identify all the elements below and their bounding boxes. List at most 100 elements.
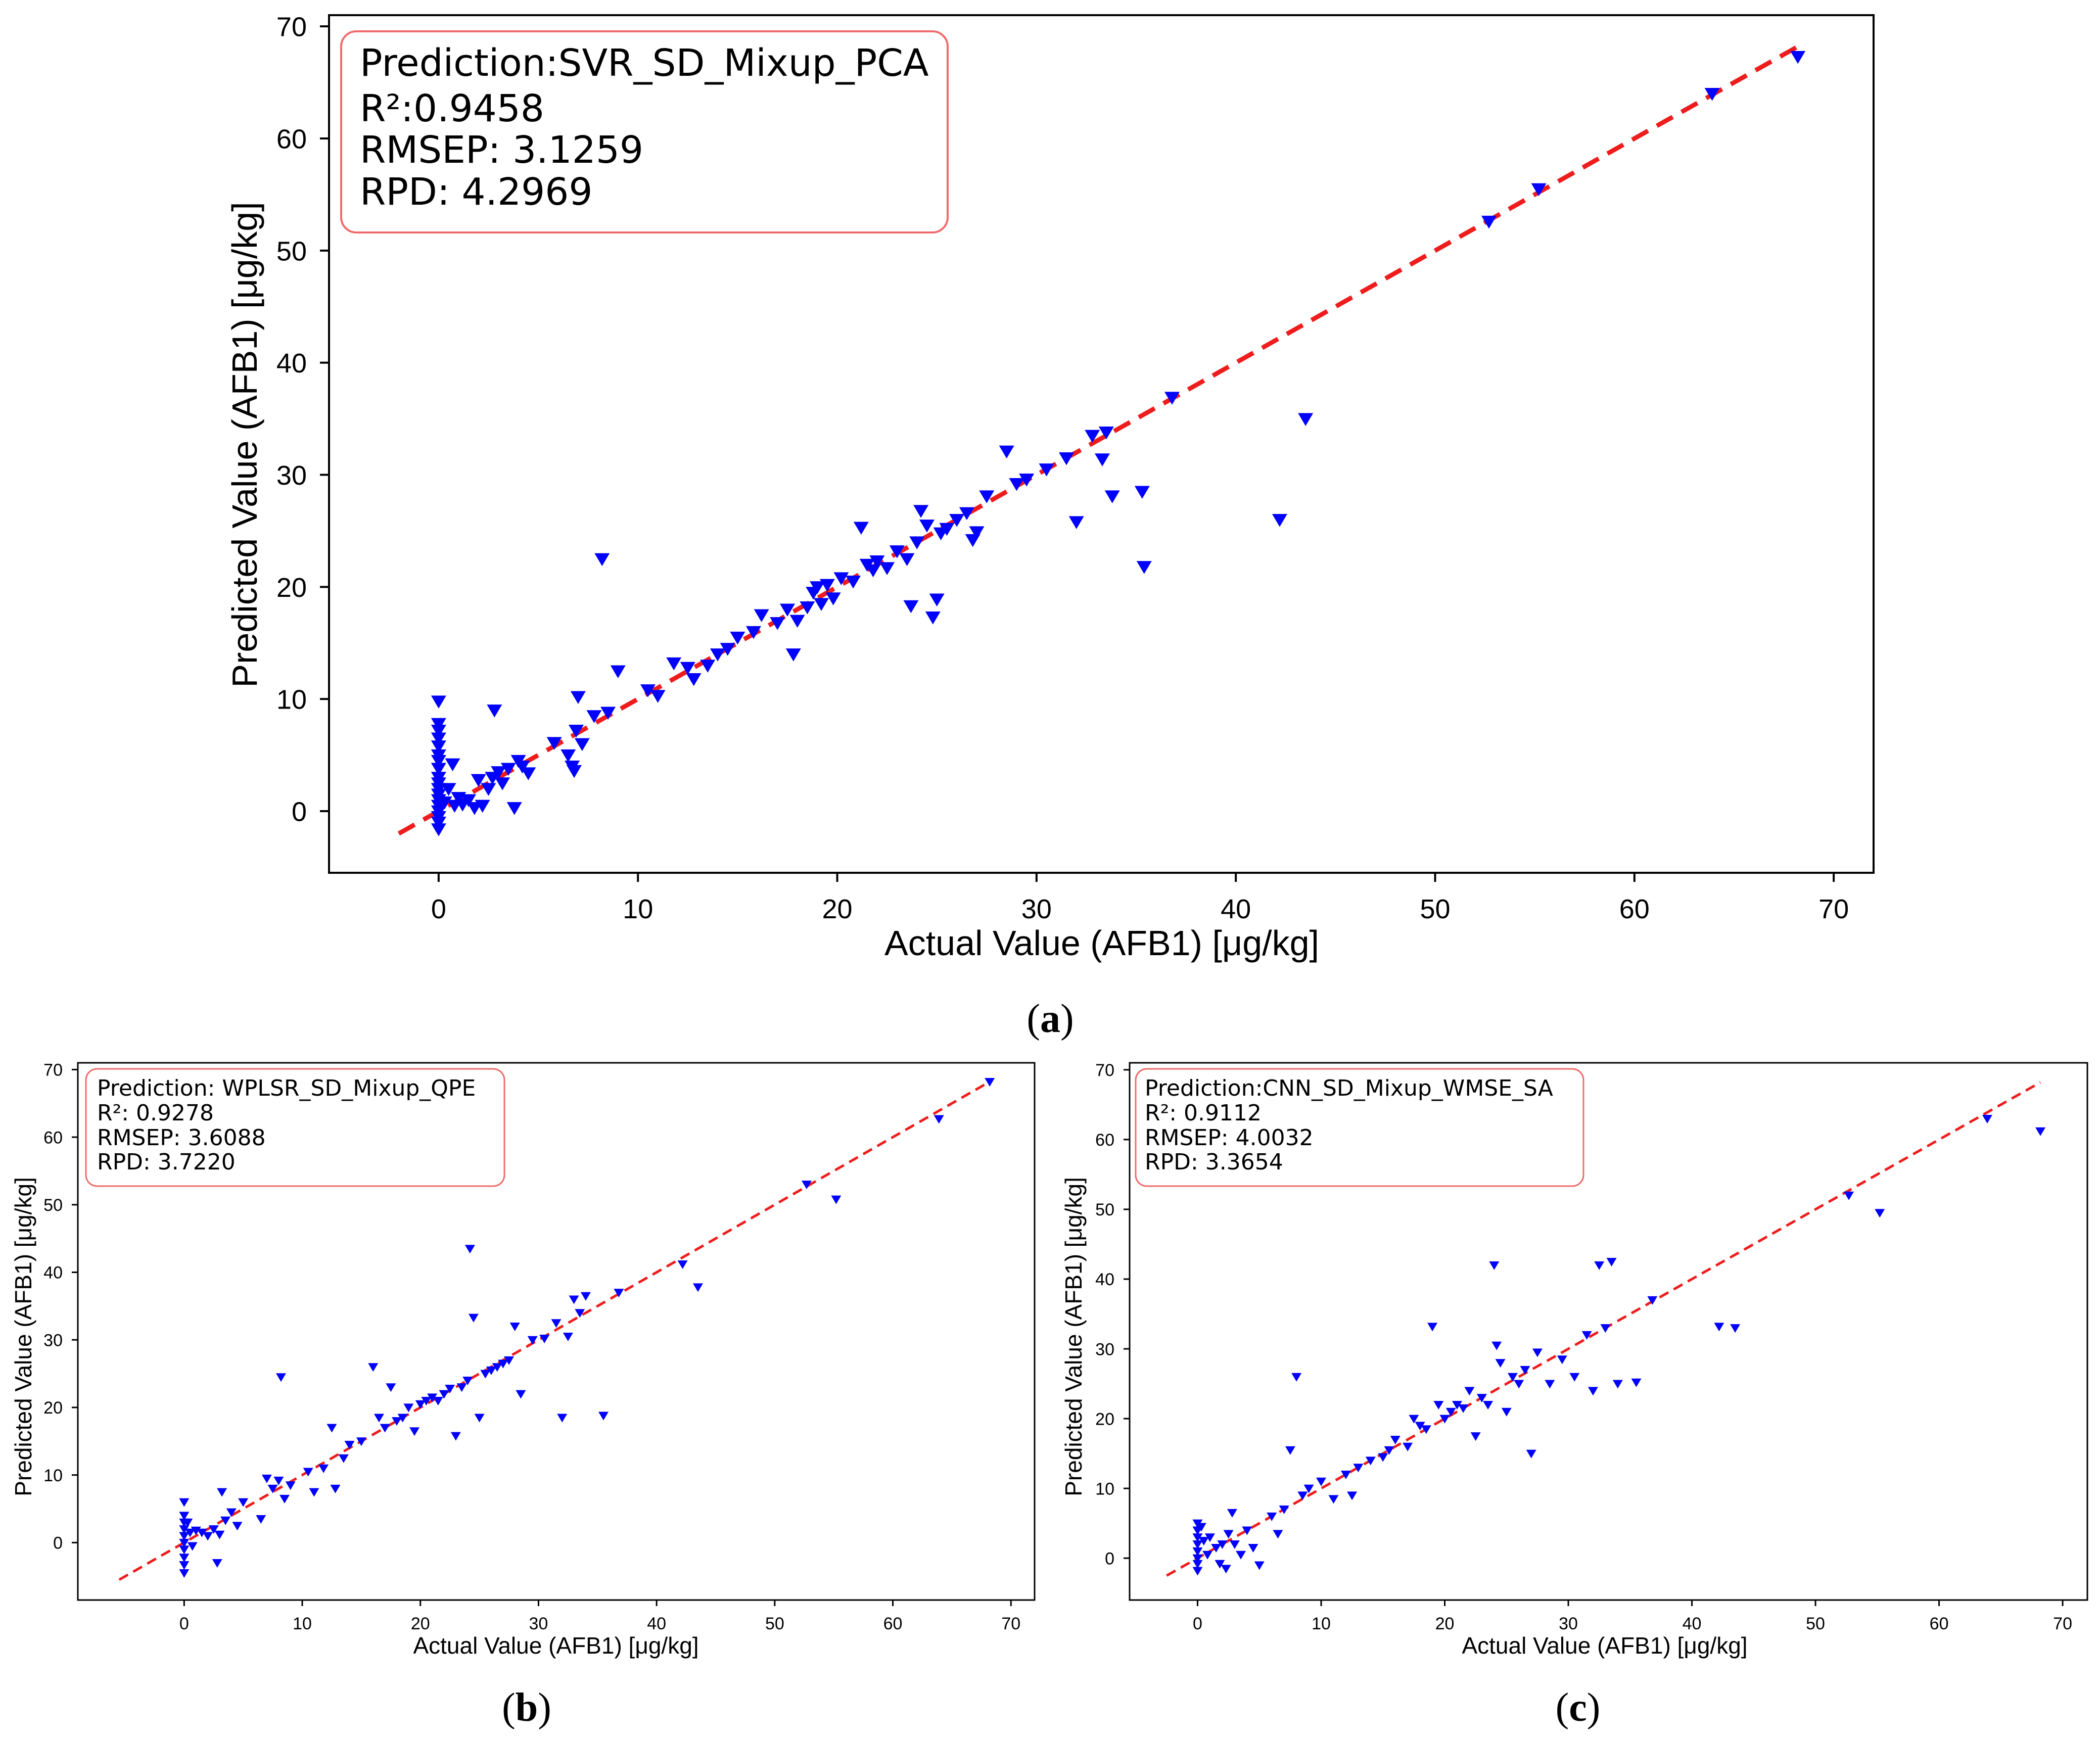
data-point-a bbox=[913, 505, 929, 518]
stats-r2-a: R²:0.9458 bbox=[360, 87, 544, 130]
data-point-a bbox=[819, 579, 835, 592]
y-tick-label-b: 30 bbox=[43, 1331, 63, 1350]
panel-letter-a: a bbox=[1040, 997, 1060, 1041]
data-point-a bbox=[570, 691, 586, 704]
y-tick-label-c: 0 bbox=[1105, 1549, 1114, 1568]
x-tick-label-a: 20 bbox=[822, 894, 852, 924]
data-point-b bbox=[569, 1295, 579, 1304]
data-point-c bbox=[1631, 1378, 1642, 1387]
data-point-b bbox=[421, 1397, 432, 1406]
data-point-c bbox=[1545, 1380, 1555, 1389]
data-point-c bbox=[1215, 1560, 1225, 1569]
data-point-b bbox=[498, 1359, 508, 1369]
x-tick-label-b: 30 bbox=[529, 1614, 548, 1633]
data-point-c bbox=[1267, 1512, 1277, 1521]
panel-caption-a: (a) bbox=[1026, 997, 1074, 1041]
data-point-a bbox=[1068, 516, 1084, 529]
y-tick-label-c: 60 bbox=[1095, 1131, 1114, 1150]
data-point-a bbox=[1704, 88, 1720, 101]
data-point-c bbox=[1415, 1422, 1425, 1431]
data-point-a bbox=[879, 562, 895, 575]
data-point-c bbox=[1227, 1509, 1237, 1518]
data-point-a bbox=[441, 783, 456, 796]
data-point-a bbox=[431, 816, 446, 830]
data-point-c bbox=[1254, 1561, 1265, 1570]
data-point-a bbox=[640, 684, 656, 697]
x-tick-label-b: 60 bbox=[883, 1614, 903, 1633]
data-points-c bbox=[1192, 1114, 2046, 1576]
data-point-b bbox=[563, 1333, 573, 1342]
data-point-a bbox=[546, 737, 562, 750]
x-tick-label-a: 60 bbox=[1619, 894, 1650, 924]
data-point-a bbox=[431, 763, 446, 776]
data-point-b bbox=[226, 1508, 237, 1517]
data-point-a bbox=[475, 800, 490, 813]
data-point-c bbox=[1730, 1324, 1741, 1333]
data-point-a bbox=[650, 690, 666, 703]
data-point-b bbox=[179, 1561, 190, 1570]
x-tick-label-b: 70 bbox=[1001, 1614, 1020, 1633]
y-tick-label-b: 0 bbox=[53, 1534, 63, 1553]
data-point-a bbox=[1094, 453, 1110, 466]
data-point-b bbox=[267, 1484, 278, 1493]
data-point-b bbox=[220, 1516, 231, 1525]
data-point-c bbox=[1489, 1261, 1500, 1270]
data-point-a bbox=[431, 823, 446, 836]
data-point-b bbox=[486, 1366, 496, 1375]
data-point-a bbox=[1085, 430, 1100, 443]
data-point-a bbox=[431, 695, 446, 709]
y-tick-label-a: 70 bbox=[276, 12, 307, 42]
data-point-a bbox=[825, 592, 841, 605]
data-point-b bbox=[445, 1384, 455, 1393]
data-point-c bbox=[1476, 1394, 1487, 1403]
data-point-b bbox=[368, 1363, 379, 1372]
data-point-c bbox=[1612, 1380, 1623, 1389]
data-point-c bbox=[1340, 1471, 1351, 1480]
data-point-a bbox=[561, 749, 576, 763]
data-point-a bbox=[903, 600, 919, 614]
data-point-b bbox=[403, 1403, 414, 1413]
data-point-b bbox=[326, 1424, 337, 1433]
data-point-b bbox=[203, 1532, 213, 1541]
data-point-a bbox=[1298, 413, 1314, 426]
data-point-c bbox=[1328, 1495, 1339, 1504]
y-tick-label-c: 70 bbox=[1095, 1061, 1114, 1080]
data-point-b bbox=[179, 1554, 190, 1563]
data-point-c bbox=[1508, 1373, 1518, 1382]
data-point-a bbox=[431, 740, 446, 754]
data-point-b bbox=[504, 1356, 515, 1365]
plot-frame-b bbox=[77, 1062, 1036, 1601]
data-point-b bbox=[480, 1370, 491, 1379]
y-tick-label-b: 60 bbox=[43, 1128, 63, 1147]
data-point-b bbox=[386, 1383, 396, 1392]
stats-rpd-c: RPD: 3.3654 bbox=[1145, 1149, 1283, 1175]
y-tick-label-b: 40 bbox=[43, 1263, 63, 1283]
data-point-b bbox=[397, 1414, 408, 1423]
x-tick-label-a: 70 bbox=[1818, 894, 1849, 924]
data-point-b bbox=[934, 1115, 944, 1124]
y-tick-label-a: 10 bbox=[276, 685, 307, 715]
identity-line-a bbox=[397, 44, 1799, 836]
data-point-b bbox=[187, 1542, 198, 1551]
data-point-c bbox=[1303, 1484, 1314, 1493]
y-tick-label-c: 40 bbox=[1095, 1270, 1114, 1289]
data-point-b bbox=[516, 1390, 526, 1399]
data-point-a bbox=[889, 545, 905, 558]
panel-caption-c: (c) bbox=[1556, 1685, 1601, 1730]
data-point-b bbox=[614, 1289, 624, 1298]
stats-box-c bbox=[1135, 1068, 1584, 1187]
data-point-a bbox=[919, 520, 935, 533]
data-point-c bbox=[1600, 1324, 1611, 1333]
data-point-a bbox=[959, 507, 974, 521]
data-point-c bbox=[1844, 1191, 1854, 1200]
data-point-a bbox=[506, 802, 522, 815]
data-point-b bbox=[462, 1376, 473, 1385]
data-point-a bbox=[1136, 561, 1152, 574]
data-points-a bbox=[431, 51, 1806, 836]
x-tick-label-a: 0 bbox=[431, 894, 446, 924]
data-point-a bbox=[431, 718, 446, 731]
data-point-a bbox=[745, 626, 761, 639]
data-point-a bbox=[846, 575, 861, 589]
data-point-a bbox=[445, 758, 460, 772]
data-point-a bbox=[939, 523, 955, 536]
